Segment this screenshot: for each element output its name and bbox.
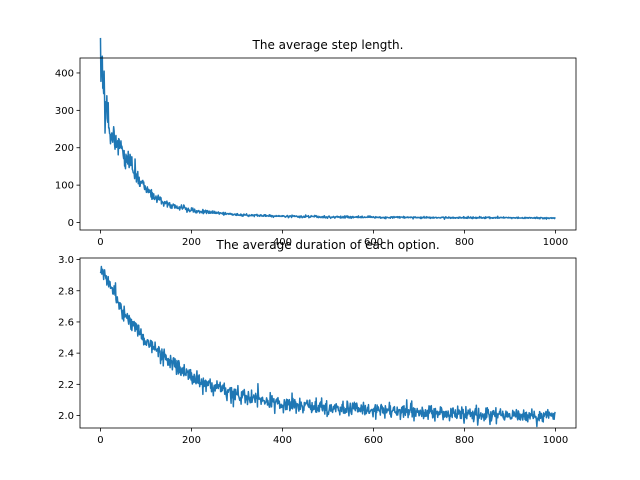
- y-tick-label: 3.0: [58, 255, 74, 266]
- step-length-chart: The average step length. 0 200 400 600 800 10…: [55, 37, 577, 248]
- x-tick-label: 0: [97, 237, 103, 248]
- series-area: [99, 265, 556, 428]
- y-tick-label: 400: [55, 68, 74, 79]
- x-tick-label: 1000: [543, 237, 568, 248]
- x-tick-label: 800: [455, 435, 474, 446]
- series-line: [99, 265, 556, 428]
- x-tick-label: 800: [455, 237, 474, 248]
- y-tick-label: 2.0: [58, 411, 74, 422]
- option-duration-chart: The average duration of each option. 0 20…: [58, 238, 577, 446]
- axis-ticks: 0 200 400 600 800 1000 0 100 200 300 400: [55, 68, 568, 248]
- y-tick-label: 300: [55, 106, 74, 117]
- x-tick-label: 200: [182, 237, 201, 248]
- chart-title: The average duration of each option.: [215, 238, 439, 252]
- axis-ticks: 0 200 400 600 800 1000 2.0 2.2 2.4 2.6 2.8 3.0: [58, 255, 568, 446]
- y-tick-label: 0: [68, 218, 74, 229]
- chart-title: The average step length.: [252, 38, 404, 52]
- x-tick-label: 600: [364, 237, 383, 248]
- y-tick-label: 2.4: [58, 349, 74, 360]
- y-tick-label: 2.2: [58, 380, 74, 391]
- x-tick-label: 400: [273, 237, 292, 248]
- series-line: [99, 37, 556, 220]
- series-area: [99, 37, 556, 220]
- y-tick-label: 200: [55, 143, 74, 154]
- x-tick-label: 0: [97, 435, 103, 446]
- x-tick-label: 200: [182, 435, 201, 446]
- x-tick-label: 1000: [543, 435, 568, 446]
- plot-frame: [79, 57, 577, 231]
- y-tick-label: 2.8: [58, 286, 74, 297]
- y-tick-label: 100: [55, 181, 74, 192]
- y-tick-label: 2.6: [58, 317, 74, 328]
- plot-frame: [79, 257, 577, 429]
- x-tick-label: 600: [364, 435, 383, 446]
- x-tick-label: 400: [273, 435, 292, 446]
